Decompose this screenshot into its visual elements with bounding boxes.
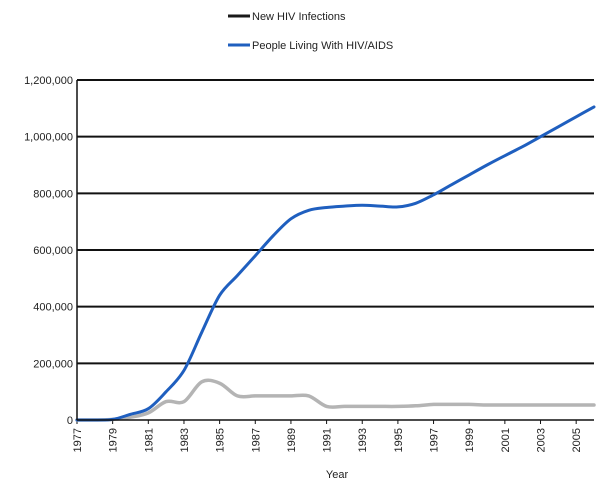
axes: [76, 80, 594, 421]
y-tick-label: 1,000,000: [24, 132, 73, 144]
people-living-line: [75, 105, 596, 422]
x-tick-label: 2003: [536, 428, 548, 452]
new-infections-line: [75, 378, 596, 422]
series-layer: [75, 105, 596, 422]
x-tick-label: 1985: [215, 428, 227, 452]
x-tick-label: 2005: [571, 428, 583, 452]
x-tick-label: 1981: [143, 428, 155, 452]
legend-label: People Living With HIV/AIDS: [252, 40, 393, 52]
x-tick-label: 1991: [322, 428, 334, 452]
legend: New HIV Infections People Living With HIV…: [228, 11, 393, 52]
gridlines: [77, 79, 594, 365]
y-tick-label: 1,200,000: [24, 75, 73, 87]
x-tick-label: 1995: [393, 428, 405, 452]
y-axis-ticks: 0 200,000 400,000 600,000 800,000 1,000,000 1,…: [24, 75, 73, 427]
y-tick-label: 200,000: [33, 358, 73, 370]
y-tick-label: 800,000: [33, 188, 73, 200]
x-tick-label: 1993: [357, 428, 369, 452]
x-axis-ticks: 1977 1979 1981 1983 1985 1987 1989 1991 1993 1995…: [72, 420, 583, 452]
legend-label: New HIV Infections: [252, 11, 346, 23]
x-tick-label: 1999: [464, 428, 476, 452]
y-tick-label: 0: [67, 415, 73, 427]
x-tick-label: 2001: [500, 428, 512, 452]
y-tick-label: 600,000: [33, 245, 73, 257]
x-tick-label: 1977: [72, 428, 84, 452]
x-tick-label: 1987: [250, 428, 262, 452]
x-tick-label: 1989: [286, 428, 298, 452]
y-tick-label: 400,000: [33, 302, 73, 314]
x-tick-label: 1979: [108, 428, 120, 452]
x-tick-label: 1983: [179, 428, 191, 452]
x-axis-label: Year: [326, 469, 349, 481]
x-tick-label: 1997: [429, 428, 441, 452]
